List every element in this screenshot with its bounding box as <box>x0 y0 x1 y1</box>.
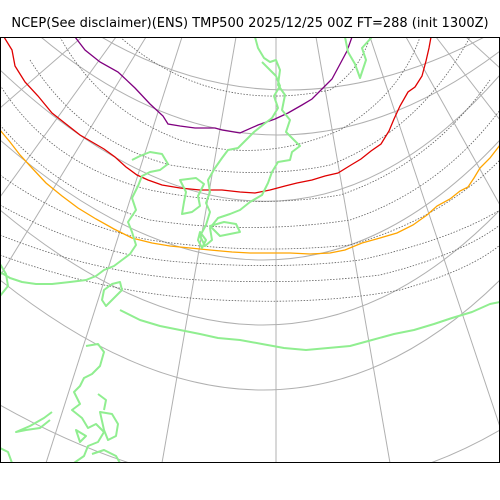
meridian-line <box>45 37 183 463</box>
contour-line <box>119 37 371 97</box>
contour-line <box>0 204 500 266</box>
norway-islands <box>75 429 87 443</box>
meridian-line <box>0 37 83 109</box>
map-background <box>0 37 500 463</box>
meridian-line <box>315 37 391 463</box>
mid-coast <box>97 393 107 411</box>
contour-line <box>0 109 500 228</box>
dotted-contours <box>0 37 500 302</box>
archipelago-island <box>101 281 123 307</box>
isotherm-orange <box>0 129 500 255</box>
map-frame <box>0 37 500 463</box>
meridian-line <box>465 37 500 69</box>
uk-coast <box>15 411 53 433</box>
svalbard-coast <box>344 37 373 79</box>
map-canvas <box>0 37 500 463</box>
meridian-line <box>161 37 237 463</box>
contour-line <box>29 37 471 173</box>
isotherm-red <box>3 37 432 194</box>
parallel-line <box>0 209 500 326</box>
archipelago-island <box>179 177 205 215</box>
baffin-coast <box>0 151 169 285</box>
meridian-line <box>435 37 500 121</box>
norway-islands <box>99 411 119 441</box>
sweden-coast <box>91 449 121 463</box>
parallel-line <box>100 37 486 91</box>
contour-line <box>0 224 500 283</box>
hudson-coast <box>0 263 9 297</box>
map-title: NCEP(See disclaimer)(ENS) TMP500 2025/12… <box>11 16 489 31</box>
meridian-line <box>369 37 500 428</box>
greenland-coast <box>199 37 301 247</box>
contour-line <box>0 79 491 202</box>
norway-coast <box>71 343 105 463</box>
archipelago-island <box>209 221 241 237</box>
archipelago-island <box>197 231 207 249</box>
parallel-line <box>0 279 500 391</box>
contour-line <box>59 37 421 151</box>
coastlines <box>0 37 500 463</box>
iceland-coast <box>0 447 13 463</box>
mainland-coast <box>119 301 500 351</box>
isotherm-purple <box>74 37 353 134</box>
parallel-line <box>0 404 500 463</box>
parallel-line <box>0 139 500 261</box>
meridian-line <box>0 37 147 277</box>
graticule-meridians <box>0 37 500 463</box>
